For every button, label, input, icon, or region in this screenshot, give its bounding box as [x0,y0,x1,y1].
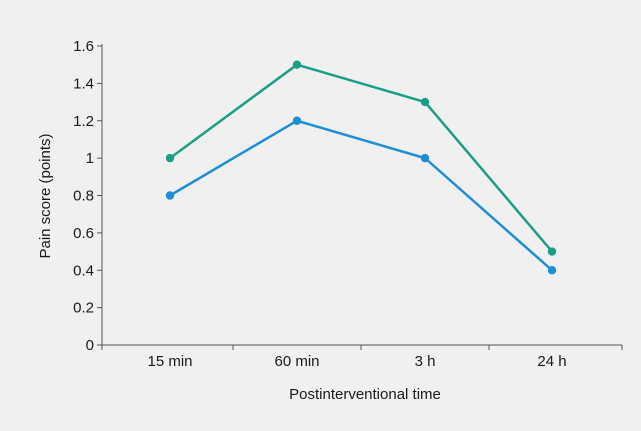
data-point [547,266,557,275]
x-tick-label: 24 h [537,353,566,370]
y-tick-label: 0 [86,337,94,354]
data-point [165,191,175,200]
series-layer [165,60,557,275]
y-tick-label: 1.2 [73,113,94,130]
data-point [420,153,430,163]
x-tick-label: 15 min [147,353,192,370]
axes: 0 0.2 0.4 0.6 0.8 1 1.2 1.4 1.6 15 min 60 min 3 h 24… [73,38,623,370]
y-tick-label: 0.4 [73,262,94,279]
x-tick-label: 3 h [415,353,436,370]
data-point [165,153,175,163]
y-axis-label: Pain score (points) [37,133,54,258]
data-point [292,60,302,69]
data-point [292,116,302,125]
y-tick-label: 0.2 [73,300,94,317]
series-line [169,119,553,272]
y-tick-label: 1 [86,150,94,167]
y-tick-label: 0.8 [73,188,94,205]
y-tick-label: 0.6 [73,225,94,242]
x-tick-label: 60 min [274,353,319,370]
series-line [169,63,553,253]
data-point [420,97,430,107]
data-point [547,247,557,256]
y-tick-label: 1.6 [73,38,94,55]
x-axis-label: Postinterventional time [289,386,441,403]
y-tick-label: 1.4 [73,75,94,92]
